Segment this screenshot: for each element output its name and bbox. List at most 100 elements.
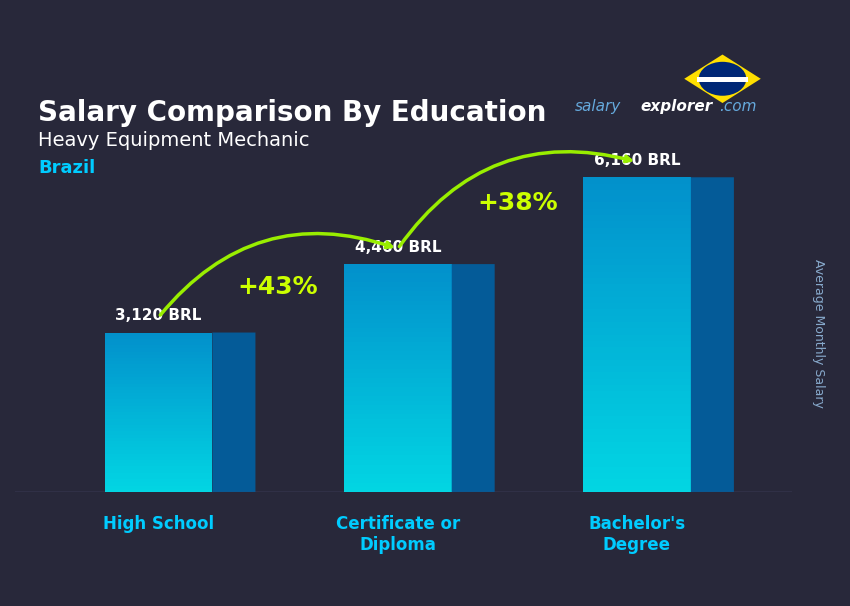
- Bar: [344, 342, 451, 346]
- Bar: [583, 379, 691, 385]
- Text: 6,160 BRL: 6,160 BRL: [594, 153, 680, 168]
- Text: Bachelor's
Degree: Bachelor's Degree: [588, 515, 686, 554]
- Bar: [583, 259, 691, 265]
- Bar: [583, 341, 691, 347]
- Bar: [344, 424, 451, 428]
- Bar: [344, 465, 451, 469]
- Bar: [583, 184, 691, 190]
- Bar: [583, 485, 691, 492]
- Bar: [583, 297, 691, 303]
- Bar: [583, 372, 691, 379]
- Bar: [583, 335, 691, 341]
- Bar: [105, 396, 212, 399]
- Bar: [583, 416, 691, 423]
- Bar: [583, 284, 691, 290]
- Bar: [583, 316, 691, 322]
- Bar: [344, 273, 451, 278]
- Bar: [105, 485, 212, 488]
- Bar: [105, 476, 212, 479]
- Bar: [105, 406, 212, 409]
- Bar: [344, 460, 451, 465]
- Bar: [105, 435, 212, 438]
- Bar: [583, 360, 691, 366]
- Bar: [344, 456, 451, 460]
- Bar: [583, 448, 691, 454]
- Bar: [583, 215, 691, 221]
- Bar: [105, 402, 212, 406]
- Bar: [344, 483, 451, 487]
- Bar: [583, 196, 691, 202]
- Bar: [583, 202, 691, 208]
- Bar: [344, 410, 451, 415]
- Bar: [105, 342, 212, 345]
- Bar: [105, 377, 212, 381]
- Bar: [344, 382, 451, 387]
- Bar: [344, 438, 451, 442]
- Bar: [583, 328, 691, 335]
- Bar: [344, 369, 451, 373]
- Bar: [105, 336, 212, 339]
- Bar: [105, 368, 212, 371]
- Text: +43%: +43%: [238, 275, 319, 299]
- Bar: [583, 178, 691, 184]
- Bar: [105, 419, 212, 422]
- Bar: [105, 399, 212, 402]
- Bar: [344, 287, 451, 291]
- Bar: [583, 385, 691, 391]
- Text: Average Monthly Salary: Average Monthly Salary: [812, 259, 824, 408]
- Bar: [105, 416, 212, 419]
- Bar: [344, 487, 451, 492]
- Text: Salary Comparison By Education: Salary Comparison By Education: [38, 99, 547, 127]
- Bar: [583, 391, 691, 398]
- Bar: [583, 253, 691, 259]
- Bar: [344, 337, 451, 342]
- Bar: [583, 410, 691, 416]
- Bar: [583, 278, 691, 284]
- Bar: [344, 305, 451, 310]
- Bar: [344, 291, 451, 296]
- Bar: [583, 271, 691, 278]
- Polygon shape: [451, 264, 495, 492]
- Bar: [344, 447, 451, 451]
- Bar: [105, 358, 212, 361]
- Bar: [105, 351, 212, 355]
- Text: Brazil: Brazil: [38, 159, 95, 178]
- Bar: [344, 373, 451, 378]
- Bar: [344, 401, 451, 405]
- Bar: [583, 454, 691, 461]
- Bar: [344, 364, 451, 369]
- Bar: [344, 415, 451, 419]
- Bar: [105, 422, 212, 425]
- Bar: [344, 268, 451, 273]
- Bar: [583, 398, 691, 404]
- Bar: [105, 387, 212, 390]
- Bar: [344, 378, 451, 382]
- Bar: [105, 450, 212, 454]
- Bar: [583, 303, 691, 310]
- Bar: [583, 461, 691, 467]
- Bar: [105, 348, 212, 351]
- Bar: [344, 474, 451, 478]
- Bar: [105, 425, 212, 428]
- Bar: [105, 467, 212, 470]
- Bar: [105, 371, 212, 374]
- Bar: [105, 393, 212, 396]
- Bar: [105, 361, 212, 364]
- Text: High School: High School: [103, 515, 214, 533]
- Bar: [583, 353, 691, 360]
- Bar: [105, 364, 212, 368]
- Bar: [344, 296, 451, 301]
- Bar: [583, 404, 691, 410]
- Bar: [344, 419, 451, 424]
- Bar: [583, 429, 691, 435]
- Bar: [583, 473, 691, 479]
- Bar: [105, 438, 212, 441]
- Bar: [344, 346, 451, 351]
- Bar: [583, 290, 691, 297]
- Bar: [344, 278, 451, 282]
- Bar: [583, 479, 691, 485]
- Bar: [344, 387, 451, 391]
- Bar: [344, 324, 451, 328]
- Bar: [105, 470, 212, 473]
- Bar: [344, 442, 451, 447]
